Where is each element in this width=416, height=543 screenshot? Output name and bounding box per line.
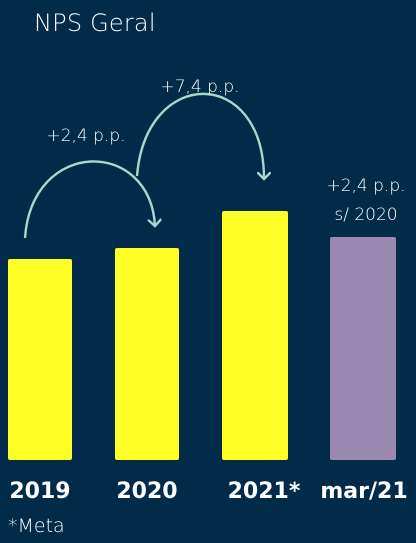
- tick-label-2020: 2020: [116, 479, 178, 504]
- footnote: *Meta: [8, 515, 65, 537]
- tick-label-2019: 2019: [9, 479, 71, 504]
- arrow-2019-2020: [23, 160, 155, 239]
- arrow-2020-2021: [135, 92, 264, 179]
- annotation-arrow-2: +7,4 p.p.: [160, 77, 240, 97]
- bar-2019: [8, 259, 72, 460]
- bar-2020: [115, 248, 179, 460]
- annotation-arrow-1: +2,4 p.p.: [46, 126, 126, 146]
- tick-label-2021: 2021*: [227, 479, 301, 504]
- bar-mar21: [330, 237, 396, 460]
- tick-label-mar21: mar/21: [320, 479, 408, 504]
- bar-2021: [222, 211, 288, 460]
- annotation-mar21-line1: +2,4 p.p.: [326, 176, 406, 196]
- chart-title: NPS Geral: [34, 9, 156, 37]
- annotation-mar21-line2: s/ 2020: [334, 205, 398, 225]
